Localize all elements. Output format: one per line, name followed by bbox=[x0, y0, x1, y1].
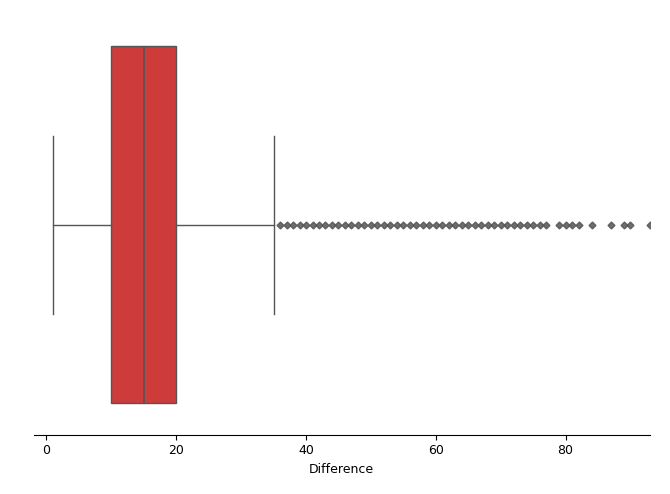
PathPatch shape bbox=[111, 46, 176, 403]
X-axis label: Difference: Difference bbox=[309, 463, 375, 476]
